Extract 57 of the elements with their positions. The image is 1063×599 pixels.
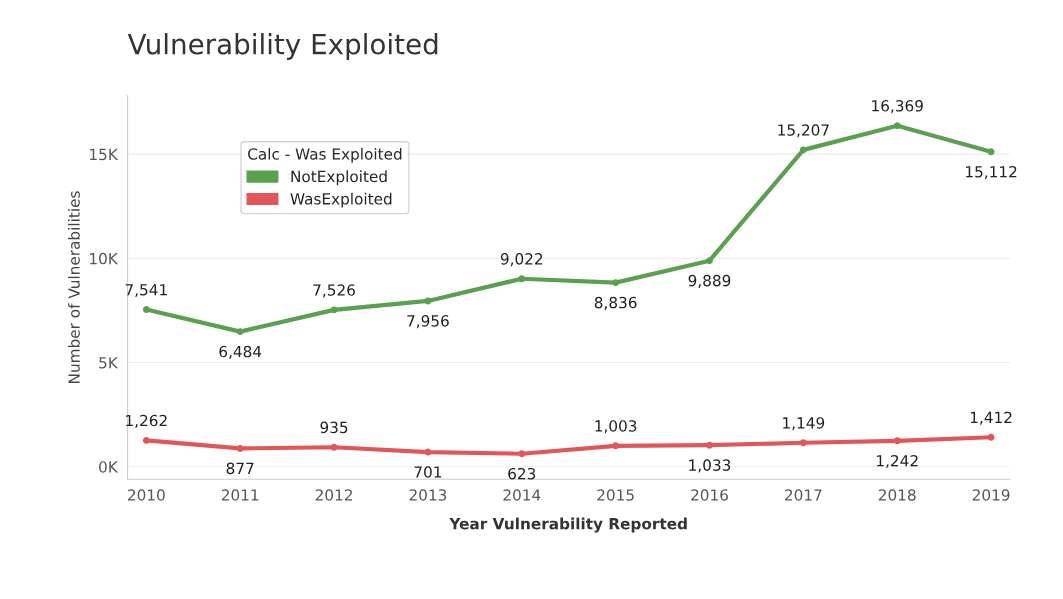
x-tick-label: 2016 [691,489,728,501]
point [987,433,995,441]
data-label: 7,956 [407,315,449,329]
data-label: 6,484 [219,345,262,359]
x-tick-label: 2018 [878,489,916,501]
x-tick-label: 2015 [597,489,634,501]
x-tick-label: 2019 [972,489,1010,501]
legend-label: NotExploited [291,170,387,186]
x-axis-title: Year Vulnerability Reported [449,517,687,533]
data-label: 1,242 [877,454,918,469]
data-label: 877 [226,462,254,475]
point [893,437,901,445]
x-tick-label: 2012 [315,489,352,501]
y-tick-label: 0K [99,461,119,473]
y-tick-label: 15K [90,148,119,161]
x-tick-label: 2010 [128,489,165,501]
point [799,439,807,447]
x-tick-label: 2011 [221,489,259,501]
data-label: 1,412 [970,411,1012,425]
point [518,450,526,458]
legend-label: WasExploited [290,192,392,208]
point [612,442,620,450]
point [330,443,338,451]
data-label: 9,022 [500,253,543,267]
data-label: 623 [508,467,536,480]
chart-title: Vulnerability Exploited [127,33,438,60]
point [142,306,150,314]
y-tick-label: 10K [90,252,119,265]
point [706,441,713,449]
data-label: 1,149 [783,417,825,431]
point [142,436,150,444]
point [236,328,244,336]
data-label: 16,369 [872,100,923,114]
data-label: 15,207 [778,124,829,138]
point [518,275,526,283]
data-label: 9,889 [688,274,731,288]
x-tick-label: 2013 [409,489,447,501]
data-label: 1,262 [126,414,167,428]
x-tick-label: 2017 [785,489,822,501]
point [706,257,713,265]
point [612,279,620,287]
data-label: 1,033 [689,459,731,473]
legend-title: Calc - Was Exploited [248,147,402,163]
data-label: 8,836 [594,296,637,310]
data-label: 7,526 [313,284,355,298]
data-label: 7,541 [125,284,167,298]
data-label: 701 [414,466,442,478]
data-label: 1,003 [595,420,637,434]
data-label: 15,112 [966,166,1017,180]
y-tick-label: 5K [99,357,119,369]
point [893,122,901,130]
x-tick-label: 2014 [503,489,541,501]
point [799,146,807,154]
point [236,444,244,452]
point [987,148,995,156]
y-axis-title: Number of Vulnerabilities [68,191,80,383]
data-label: 935 [320,421,348,434]
